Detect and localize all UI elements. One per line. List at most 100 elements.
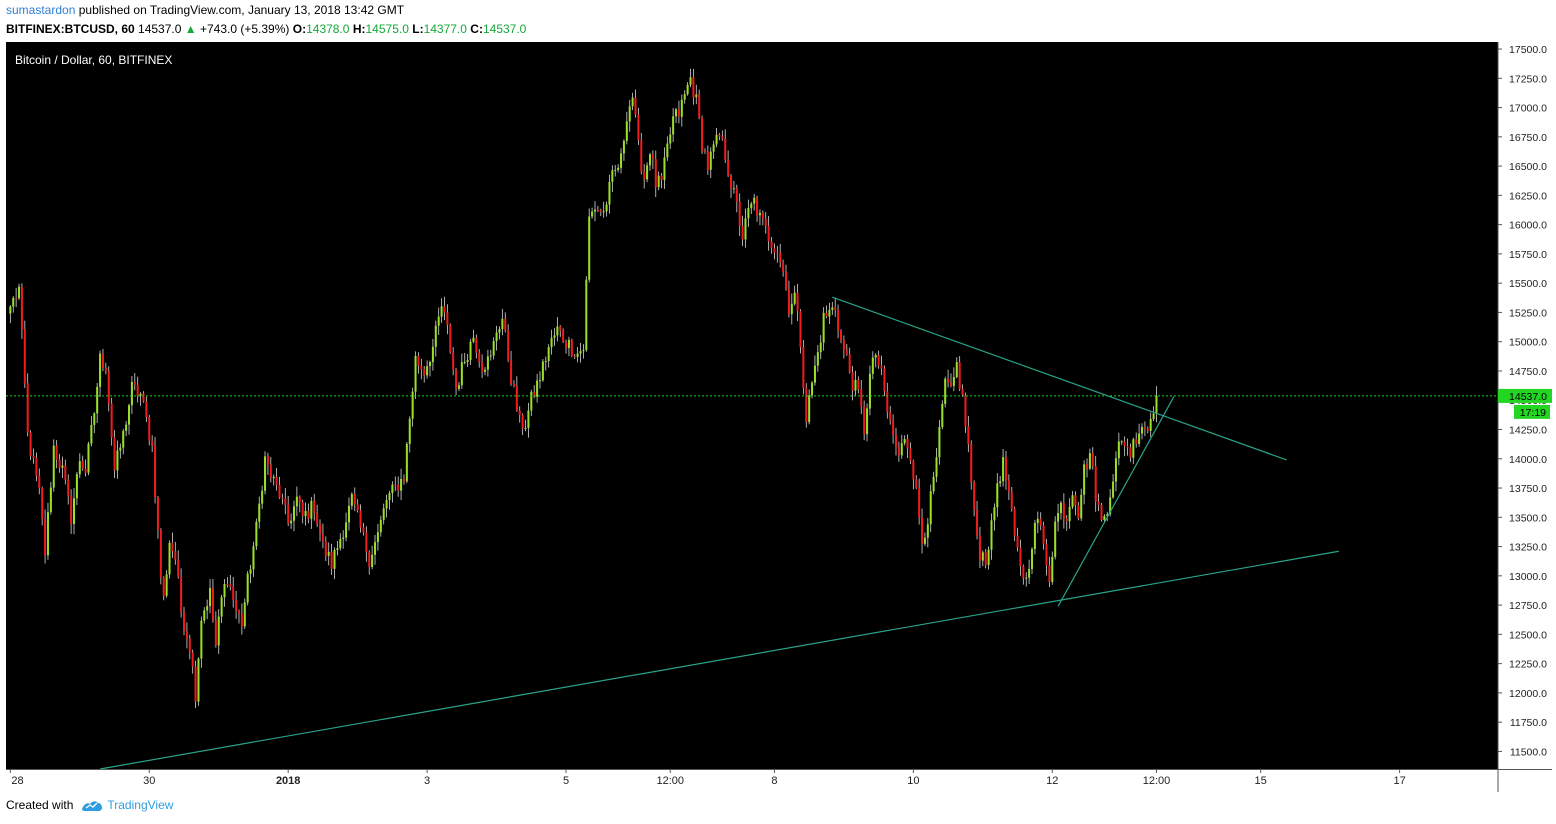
candle (935, 448, 938, 483)
time-axis[interactable] (6, 769, 1498, 792)
candle (1010, 487, 1013, 512)
trendlines (99, 296, 1339, 770)
candle (964, 392, 967, 433)
candle (316, 504, 319, 527)
trendline[interactable] (1057, 396, 1175, 607)
chart-svg[interactable]: 11500.0 11750.0 12000.0 12250.0 12500.0 12750… (6, 42, 1552, 792)
candle-body-down (504, 318, 507, 331)
tradingview-link[interactable]: TradingView (107, 798, 174, 812)
candle-body-up (52, 445, 55, 488)
candle-body-up (411, 391, 414, 419)
author-link[interactable]: sumastardon (6, 3, 76, 17)
candle (382, 503, 385, 525)
candle-body-down (35, 457, 38, 476)
y-tick-label: 15750.0 (1509, 249, 1547, 261)
candle-body-down (799, 311, 802, 348)
candle-body-down (863, 406, 866, 435)
candle-body-up (252, 546, 255, 570)
candle (209, 579, 212, 614)
price-chart[interactable]: 11500.0 11750.0 12000.0 12250.0 12500.0 12750… (6, 42, 1552, 792)
y-tick-label: 14250.0 (1509, 424, 1547, 436)
candle-body-down (976, 510, 979, 536)
candle (761, 210, 764, 226)
candle (1152, 406, 1155, 421)
candle-body-up (1152, 413, 1155, 420)
candle-body-down (226, 584, 229, 586)
candle (310, 496, 313, 529)
candle (1117, 432, 1120, 466)
candle-body-down (1077, 505, 1080, 519)
candle-body-up (530, 391, 533, 411)
candle (744, 208, 747, 248)
candle (773, 243, 776, 260)
candle-body-up (168, 542, 171, 575)
candle (457, 381, 460, 392)
candle-body-up (747, 208, 750, 219)
candle-body-up (96, 386, 99, 414)
candle-body-up (217, 616, 220, 646)
candle-body-down (701, 117, 704, 152)
candle-body-up (1132, 439, 1135, 458)
candle (371, 545, 374, 570)
candle-body-down (776, 252, 779, 254)
candle-body-down (237, 610, 241, 614)
candle (863, 400, 866, 441)
candle (1013, 506, 1016, 541)
candle (136, 376, 139, 403)
candle (26, 373, 29, 437)
open-label: O: (292, 22, 307, 36)
candle-body-down (1062, 502, 1065, 519)
candle-body-down (1085, 464, 1089, 469)
candle-body-up (374, 542, 377, 555)
candle-body-up (622, 140, 625, 154)
candle (894, 427, 898, 456)
candle (235, 590, 238, 619)
candle-body-down (764, 218, 767, 226)
candle (501, 308, 504, 336)
candle-body-up (1071, 495, 1074, 507)
candle (741, 215, 744, 247)
candle (799, 309, 802, 354)
candle-body-down (915, 479, 918, 488)
candle-body-up (295, 496, 298, 507)
candle-body-up (440, 306, 443, 317)
trendline[interactable] (99, 550, 1339, 770)
low-label: L: (412, 22, 424, 36)
candle-body-down (148, 417, 151, 441)
y-tick-label: 15500.0 (1509, 278, 1547, 290)
candle-body-up (78, 461, 81, 475)
candle (81, 455, 84, 471)
trendline[interactable] (832, 296, 1287, 461)
candle-body-down (319, 523, 322, 534)
plot-area[interactable] (6, 42, 1498, 769)
candle (174, 541, 177, 565)
candle (602, 201, 605, 218)
candle (1051, 551, 1054, 585)
candle-body-up (758, 212, 761, 216)
candle-body-up (593, 209, 596, 212)
candle-body-up (223, 584, 226, 598)
candle-body-down (857, 379, 860, 390)
candle-body-up (1117, 441, 1120, 459)
candle (828, 302, 831, 324)
candle-body-down (805, 387, 808, 423)
y-tick-label: 14000.0 (1509, 454, 1547, 466)
candle-body-up (585, 279, 588, 350)
candle (596, 206, 599, 213)
candle-body-down (359, 510, 362, 528)
candle (958, 356, 961, 392)
candle-body-down (275, 476, 278, 485)
current-price-tag (1498, 388, 1552, 403)
candle-body-up (1140, 426, 1144, 434)
candle (261, 485, 264, 509)
candle-body-up (486, 356, 489, 370)
candle-body-up (385, 499, 388, 509)
candle (903, 435, 906, 446)
candle (104, 362, 107, 375)
candle (570, 338, 573, 358)
candle (518, 406, 521, 423)
published-text: published on TradingView.com, January 13… (78, 3, 405, 17)
candle (611, 165, 614, 192)
candle-body-up (400, 479, 403, 491)
candle (1135, 432, 1138, 448)
